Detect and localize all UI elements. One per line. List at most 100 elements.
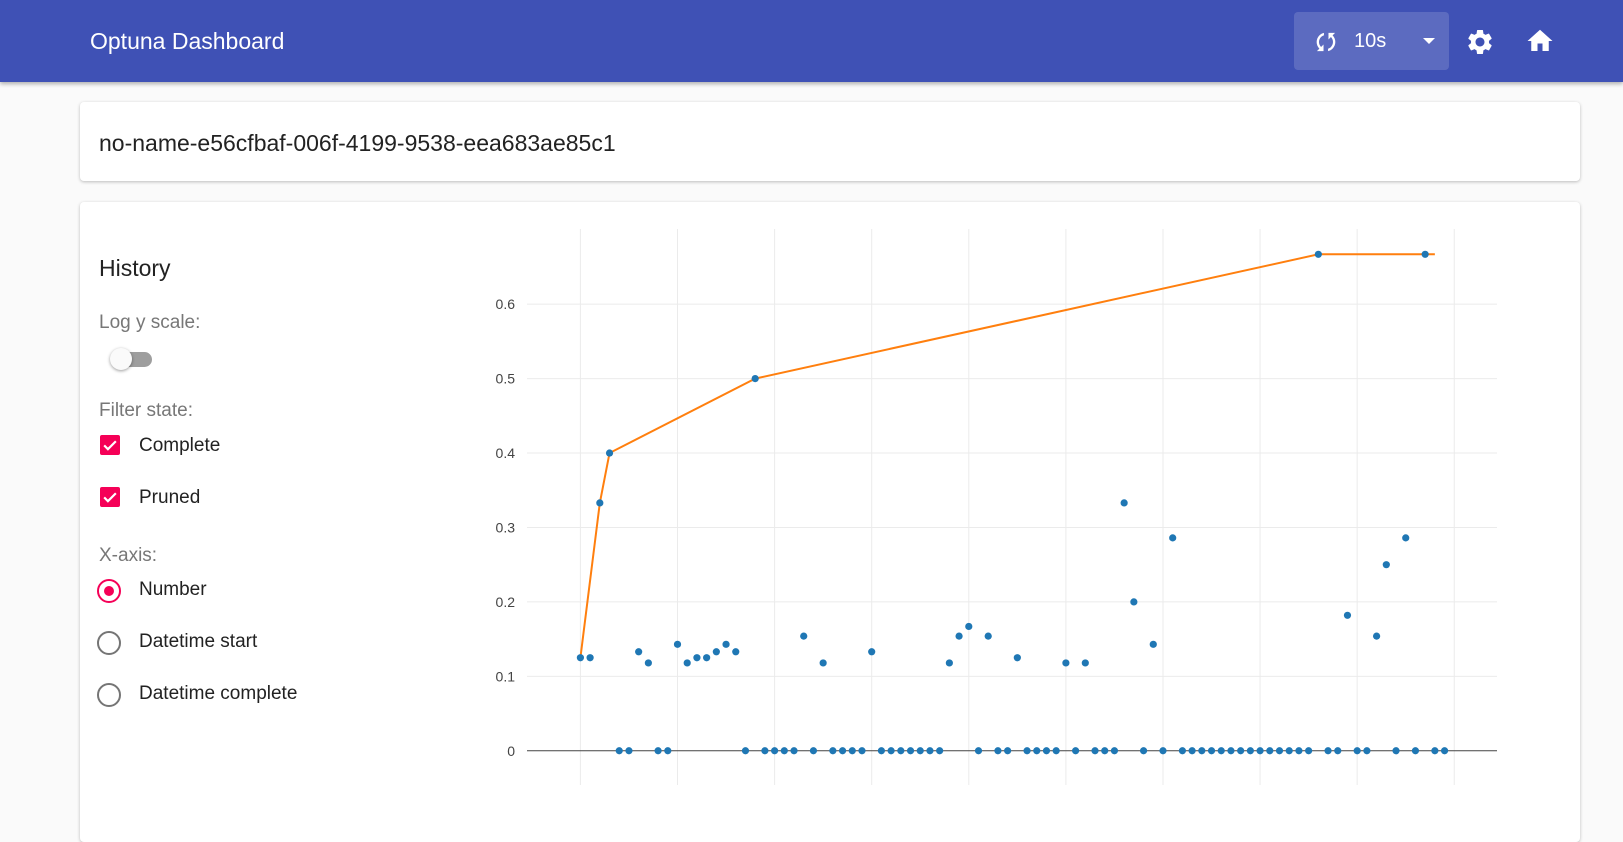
trial-point: [1188, 747, 1196, 755]
page: Optuna Dashboard 10s no-name-e56cfbaf-00…: [0, 0, 1623, 785]
trial-point: [984, 632, 992, 640]
trial-point: [722, 640, 730, 648]
trial-point: [1081, 659, 1089, 667]
switch-thumb: [110, 348, 132, 370]
trial-point: [1334, 747, 1342, 755]
y-tick-label: 0.3: [496, 519, 516, 535]
app-title: Optuna Dashboard: [90, 28, 285, 54]
trial-point: [1178, 747, 1187, 755]
y-tick-label: 0.2: [496, 594, 516, 610]
trial-point: [1052, 747, 1060, 755]
trial-point: [838, 747, 847, 755]
trial-point: [1207, 747, 1216, 755]
trial-point: [1004, 747, 1012, 755]
trial-point: [1101, 747, 1109, 755]
trial-point: [1372, 632, 1381, 640]
trial-point: [1091, 747, 1099, 755]
trial-point: [1159, 747, 1167, 755]
trial-point: [1421, 250, 1429, 258]
trial-point: [732, 648, 740, 656]
study-name: no-name-e56cfbaf-006f-4199-9538-eea683ae…: [99, 130, 616, 156]
history-card: History Log y scale: Filter state: X-axi…: [80, 202, 1580, 842]
trial-point: [790, 747, 798, 755]
trial-point: [1227, 747, 1235, 755]
radio[interactable]: [97, 631, 121, 655]
trial-point: [1237, 747, 1245, 755]
trial-point: [1256, 747, 1264, 755]
trial-point: [1217, 747, 1225, 755]
study-card: no-name-e56cfbaf-006f-4199-9538-eea683ae…: [80, 102, 1580, 181]
trial-point: [644, 659, 652, 667]
trial-point: [751, 375, 759, 383]
trial-point: [1402, 534, 1410, 542]
checkbox[interactable]: [100, 487, 120, 507]
trial-point: [1382, 561, 1390, 569]
trial-point: [994, 747, 1002, 755]
trial-point: [576, 654, 585, 662]
trial-point: [712, 648, 720, 656]
radio-label: Datetime start: [139, 631, 258, 652]
trial-point: [1246, 747, 1254, 755]
trial-point: [800, 632, 808, 640]
log-scale-label: Log y scale:: [99, 312, 201, 333]
check-mark: [103, 440, 117, 451]
trial-point: [635, 648, 643, 656]
radio[interactable]: [97, 579, 121, 603]
history-chart: 0 0.1 0.2 0.3 0.4 0.5 0.6: [496, 229, 1497, 785]
trial-point: [596, 499, 604, 507]
checkbox-label: Complete: [139, 435, 221, 456]
trial-point: [848, 747, 856, 755]
y-tick-label: 0.5: [496, 371, 516, 387]
trial-point: [654, 747, 662, 755]
trial-point: [829, 747, 837, 755]
trial-point: [974, 747, 983, 755]
checkbox-label: Pruned: [139, 487, 201, 508]
trial-point: [1013, 654, 1021, 662]
y-tick-label: 0.1: [496, 668, 516, 684]
trial-point: [1363, 747, 1371, 755]
trial-point: [1169, 534, 1177, 542]
history-title: History: [99, 255, 171, 281]
trial-point: [936, 747, 944, 755]
y-tick-label: 0: [507, 743, 515, 759]
settings-button[interactable]: [1465, 27, 1495, 57]
trial-point: [1392, 747, 1400, 755]
trial-point: [683, 659, 691, 667]
x-axis-label: X-axis:: [99, 545, 158, 566]
trial-point: [1305, 747, 1313, 755]
trial-point: [1411, 747, 1420, 755]
trial-point: [1285, 747, 1293, 755]
log-scale-switch[interactable]: [110, 348, 158, 370]
filter-state-label: Filter state:: [99, 400, 193, 421]
trial-point: [1343, 611, 1352, 619]
radio[interactable]: [97, 683, 121, 707]
checkbox[interactable]: [100, 435, 120, 455]
trial-point: [955, 632, 963, 640]
trial-point: [858, 747, 866, 755]
radio-dot: [104, 586, 114, 596]
dropdown-arrow: [1423, 38, 1435, 44]
radio-label: Number: [139, 579, 207, 600]
trial-point: [615, 747, 623, 755]
trial-point: [1071, 747, 1080, 755]
y-tick-label: 0.6: [496, 296, 516, 312]
trial-point: [673, 640, 682, 648]
trial-point: [926, 747, 934, 755]
trial-point: [965, 622, 973, 631]
trial-point: [1110, 747, 1119, 755]
trial-point: [625, 747, 633, 755]
trial-point: [586, 654, 594, 662]
trial-point: [1295, 747, 1303, 755]
trial-point: [1130, 598, 1138, 606]
trial-point: [809, 747, 818, 755]
reload-select[interactable]: 10s: [1294, 12, 1449, 70]
trial-point: [897, 747, 905, 755]
trial-point: [1275, 747, 1284, 755]
trial-point: [945, 659, 953, 667]
trial-point: [741, 747, 750, 755]
trial-point: [819, 659, 827, 667]
trial-point: [1314, 250, 1322, 258]
trial-point: [1139, 747, 1148, 755]
home-button[interactable]: [1525, 26, 1555, 56]
trial-point: [1033, 747, 1041, 755]
